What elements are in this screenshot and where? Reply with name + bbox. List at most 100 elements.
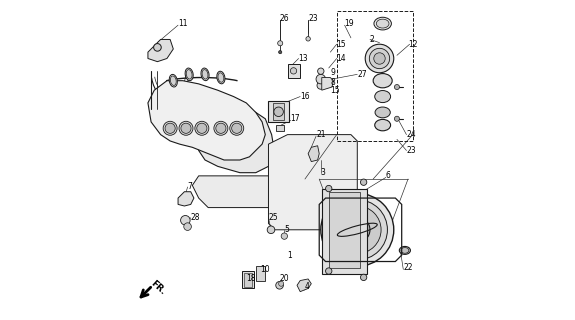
Circle shape	[278, 41, 283, 46]
Circle shape	[317, 82, 325, 89]
Ellipse shape	[170, 76, 176, 85]
Text: 28: 28	[191, 212, 200, 222]
Circle shape	[197, 123, 207, 133]
Circle shape	[195, 121, 209, 135]
Polygon shape	[148, 39, 173, 62]
Bar	[337, 11, 413, 141]
Text: 13: 13	[298, 54, 308, 63]
Bar	[269, 101, 289, 122]
Circle shape	[179, 121, 193, 135]
Circle shape	[165, 123, 175, 133]
Circle shape	[230, 121, 244, 135]
Text: 17: 17	[291, 114, 300, 123]
Text: 26: 26	[279, 14, 289, 23]
Circle shape	[306, 36, 311, 41]
Text: 7: 7	[187, 182, 193, 191]
Polygon shape	[297, 279, 311, 292]
Text: 27: 27	[357, 70, 367, 79]
Circle shape	[327, 200, 388, 260]
Circle shape	[394, 84, 400, 90]
Bar	[256, 266, 265, 281]
Text: 6: 6	[386, 172, 391, 180]
Ellipse shape	[373, 74, 392, 88]
Circle shape	[274, 107, 283, 116]
Text: 10: 10	[260, 265, 270, 274]
Text: 4: 4	[305, 282, 310, 292]
Circle shape	[216, 123, 226, 133]
Ellipse shape	[186, 70, 192, 79]
Ellipse shape	[375, 107, 390, 118]
Bar	[329, 192, 361, 268]
Text: 14: 14	[337, 54, 346, 63]
Text: 24: 24	[407, 130, 416, 139]
Ellipse shape	[375, 91, 390, 103]
Circle shape	[344, 217, 370, 243]
Text: 20: 20	[279, 275, 289, 284]
Text: 21: 21	[316, 130, 325, 139]
Text: 8: 8	[330, 78, 335, 87]
Bar	[273, 103, 284, 120]
Text: 19: 19	[344, 19, 354, 28]
Bar	[242, 271, 254, 288]
Text: 15: 15	[330, 86, 340, 95]
Ellipse shape	[401, 248, 409, 253]
Text: 16: 16	[300, 92, 310, 101]
Text: 15: 15	[337, 40, 346, 49]
Ellipse shape	[399, 246, 411, 254]
Circle shape	[374, 53, 385, 64]
Circle shape	[154, 44, 161, 51]
Circle shape	[184, 223, 191, 230]
Text: 23: 23	[407, 146, 416, 155]
Polygon shape	[192, 176, 351, 208]
Circle shape	[316, 74, 325, 84]
Circle shape	[317, 68, 324, 74]
Text: 11: 11	[178, 19, 187, 28]
Text: 5: 5	[284, 225, 289, 234]
Polygon shape	[322, 77, 334, 90]
Text: 22: 22	[403, 263, 413, 272]
Text: 25: 25	[269, 212, 278, 222]
Circle shape	[325, 268, 332, 274]
Text: 2: 2	[370, 35, 375, 44]
Bar	[244, 273, 252, 287]
Text: 23: 23	[308, 14, 318, 23]
Circle shape	[276, 282, 283, 289]
Text: 9: 9	[330, 68, 335, 77]
Polygon shape	[269, 135, 357, 230]
Circle shape	[290, 68, 297, 74]
Circle shape	[321, 193, 394, 266]
Circle shape	[365, 44, 394, 73]
Polygon shape	[148, 81, 265, 160]
Circle shape	[281, 233, 288, 239]
Text: 3: 3	[321, 168, 325, 177]
Ellipse shape	[202, 70, 208, 79]
Bar	[277, 125, 284, 132]
Circle shape	[181, 123, 191, 133]
Polygon shape	[199, 106, 275, 173]
Ellipse shape	[201, 68, 209, 81]
Circle shape	[361, 274, 367, 281]
Circle shape	[334, 206, 381, 253]
Polygon shape	[178, 192, 194, 206]
Ellipse shape	[375, 119, 390, 131]
Ellipse shape	[218, 73, 224, 82]
Ellipse shape	[169, 75, 177, 87]
Ellipse shape	[185, 68, 193, 81]
Polygon shape	[308, 146, 319, 162]
Circle shape	[279, 51, 282, 54]
Circle shape	[214, 121, 228, 135]
Circle shape	[163, 121, 177, 135]
Bar	[288, 64, 300, 77]
Ellipse shape	[374, 17, 392, 30]
Text: FR.: FR.	[148, 279, 167, 296]
Circle shape	[325, 185, 332, 192]
Bar	[323, 188, 367, 274]
Circle shape	[232, 123, 242, 133]
Circle shape	[279, 281, 283, 286]
Ellipse shape	[217, 71, 225, 84]
Ellipse shape	[376, 19, 389, 28]
Circle shape	[361, 179, 367, 185]
Circle shape	[394, 116, 400, 121]
Text: 1: 1	[288, 251, 292, 260]
Circle shape	[369, 48, 390, 69]
